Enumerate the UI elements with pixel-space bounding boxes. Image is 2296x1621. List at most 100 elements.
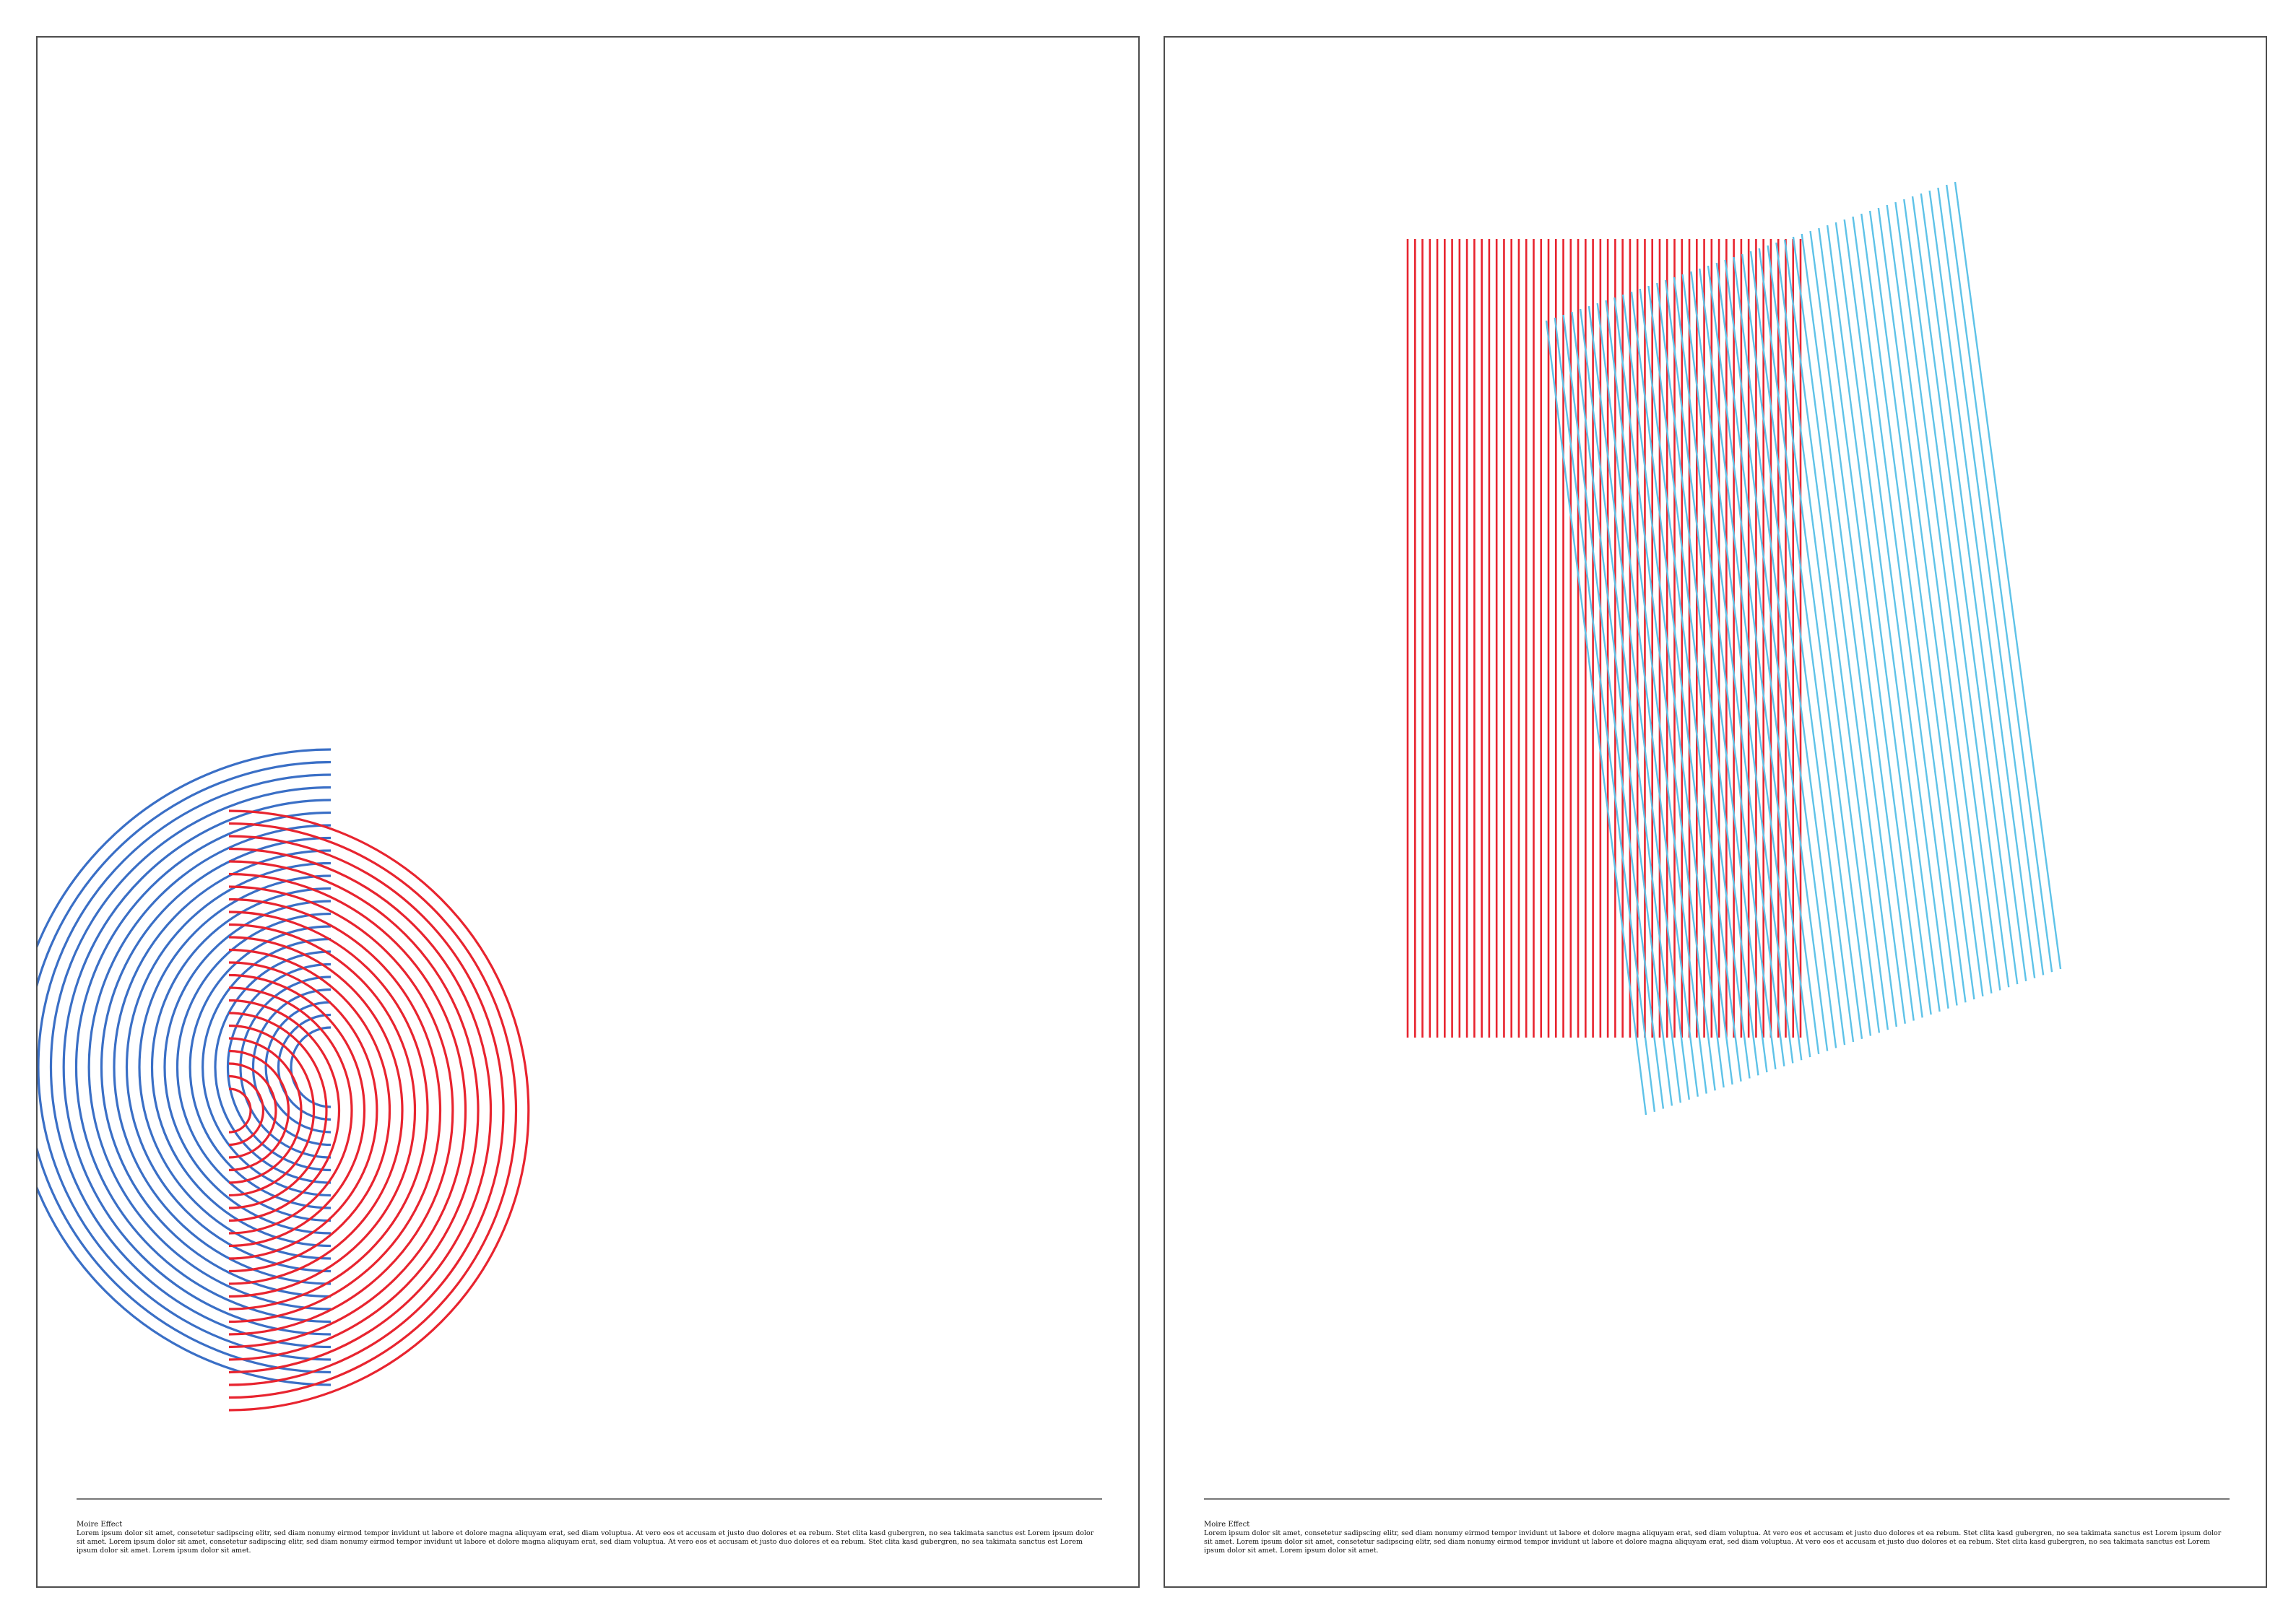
blue-arc — [38, 748, 332, 1386]
light-blue-line — [1767, 245, 1872, 1036]
light-blue-line — [1860, 213, 1967, 1003]
blue-arc — [214, 950, 332, 1184]
light-blue-line — [1834, 222, 1941, 1012]
light-blue-line — [1809, 230, 1915, 1021]
red-arc — [228, 822, 518, 1399]
light-blue-line — [1783, 239, 1889, 1030]
red-arc — [228, 1062, 277, 1159]
light-blue-line — [1715, 262, 1820, 1054]
light-blue-line — [1605, 300, 1707, 1094]
light-blue-line — [1868, 210, 1975, 1000]
caption-title: Moire Effect — [1204, 1521, 1250, 1529]
light-blue-line — [1911, 196, 2019, 985]
light-blue-line — [1699, 268, 1803, 1061]
light-blue-line — [1724, 259, 1829, 1051]
blue-arc — [87, 824, 332, 1311]
light-blue-line — [1647, 285, 1751, 1079]
light-blue-line — [1946, 184, 2053, 973]
light-blue-line — [1877, 207, 1984, 997]
red-arc — [228, 986, 353, 1235]
light-blue-line — [1562, 314, 1665, 1109]
light-blue-line — [1673, 277, 1777, 1070]
light-blue-line — [1792, 236, 1897, 1027]
light-blue-line — [1545, 320, 1647, 1116]
caption-divider — [77, 1498, 1102, 1500]
light-blue-line — [1656, 282, 1759, 1076]
red-arc — [228, 1049, 290, 1172]
light-blue-line — [1596, 303, 1699, 1097]
light-blue-line — [1741, 253, 1846, 1046]
blue-arc — [201, 937, 332, 1197]
red-arc — [228, 961, 378, 1260]
red-arc — [228, 973, 366, 1248]
red-arc — [228, 948, 391, 1273]
light-blue-line — [1707, 265, 1811, 1058]
light-blue-line-grid — [1545, 181, 2062, 1116]
caption-body: Lorem ipsum dolor sit amet, consetetur s… — [77, 1529, 1094, 1555]
red-arc — [228, 1024, 316, 1197]
light-blue-line — [1613, 297, 1716, 1091]
concentric-semicircles-artwork — [38, 748, 530, 1412]
red-arc — [228, 999, 341, 1222]
light-blue-line — [1954, 181, 2062, 970]
light-blue-line — [1587, 305, 1690, 1100]
light-blue-line — [1920, 193, 2027, 981]
red-arc — [228, 1087, 252, 1134]
red-arc — [228, 1037, 303, 1184]
red-arc — [228, 809, 530, 1412]
light-blue-line — [1639, 288, 1742, 1082]
blue-arc — [38, 760, 332, 1374]
light-blue-line — [1681, 274, 1785, 1066]
light-blue-line — [1826, 225, 1932, 1015]
red-arc — [228, 835, 505, 1386]
light-blue-line — [1801, 233, 1906, 1024]
light-blue-line — [1579, 308, 1682, 1103]
light-blue-line — [1758, 248, 1863, 1039]
red-arc — [228, 860, 480, 1361]
light-blue-line — [1690, 271, 1794, 1064]
blue-arc — [163, 900, 332, 1235]
light-blue-line — [1886, 204, 1993, 994]
blue-arc — [264, 1001, 332, 1134]
red-arc — [228, 923, 417, 1298]
red-arc — [228, 911, 429, 1311]
caption-divider — [1204, 1498, 2230, 1500]
red-arc — [228, 936, 404, 1285]
red-arc — [228, 847, 493, 1374]
light-blue-line — [1554, 317, 1656, 1112]
light-blue-line — [1733, 256, 1837, 1048]
light-blue-line — [1571, 311, 1673, 1106]
light-blue-line — [1749, 251, 1855, 1043]
light-blue-line — [1818, 227, 1923, 1018]
caption-title: Moire Effect — [77, 1521, 123, 1529]
caption-body: Lorem ipsum dolor sit amet, consetetur s… — [1204, 1529, 2222, 1555]
red-arc — [228, 872, 467, 1349]
red-arc — [228, 885, 454, 1336]
light-blue-line — [1894, 201, 2001, 991]
blue-arc — [113, 849, 332, 1285]
light-blue-line — [1630, 291, 1733, 1085]
blue-arc — [38, 773, 332, 1361]
blue-arc — [277, 1013, 332, 1121]
caption: Moire Effect Lorem ipsum dolor sit amet,… — [77, 1520, 1102, 1555]
poster-right: Moire Effect Lorem ipsum dolor sit amet,… — [1164, 36, 2267, 1588]
light-blue-line — [1852, 216, 1958, 1006]
light-blue-line — [1903, 199, 2010, 988]
light-blue-line — [1928, 190, 2036, 978]
blue-semicircle-group — [38, 748, 332, 1386]
light-blue-line — [1843, 219, 1949, 1009]
light-blue-line — [1664, 279, 1768, 1073]
blue-arc — [239, 975, 332, 1159]
red-arc — [228, 898, 442, 1324]
red-arc — [228, 1012, 328, 1209]
blue-arc — [150, 887, 332, 1248]
blue-arc — [49, 786, 332, 1349]
light-blue-line — [1621, 294, 1725, 1088]
blue-arc — [74, 811, 332, 1324]
light-blue-line — [1775, 242, 1881, 1033]
poster-left: Moire Effect Lorem ipsum dolor sit amet,… — [36, 36, 1140, 1588]
red-semicircle-group — [228, 809, 530, 1412]
red-arc — [228, 1074, 265, 1147]
light-blue-line — [1937, 187, 2045, 975]
blue-arc — [100, 836, 332, 1298]
